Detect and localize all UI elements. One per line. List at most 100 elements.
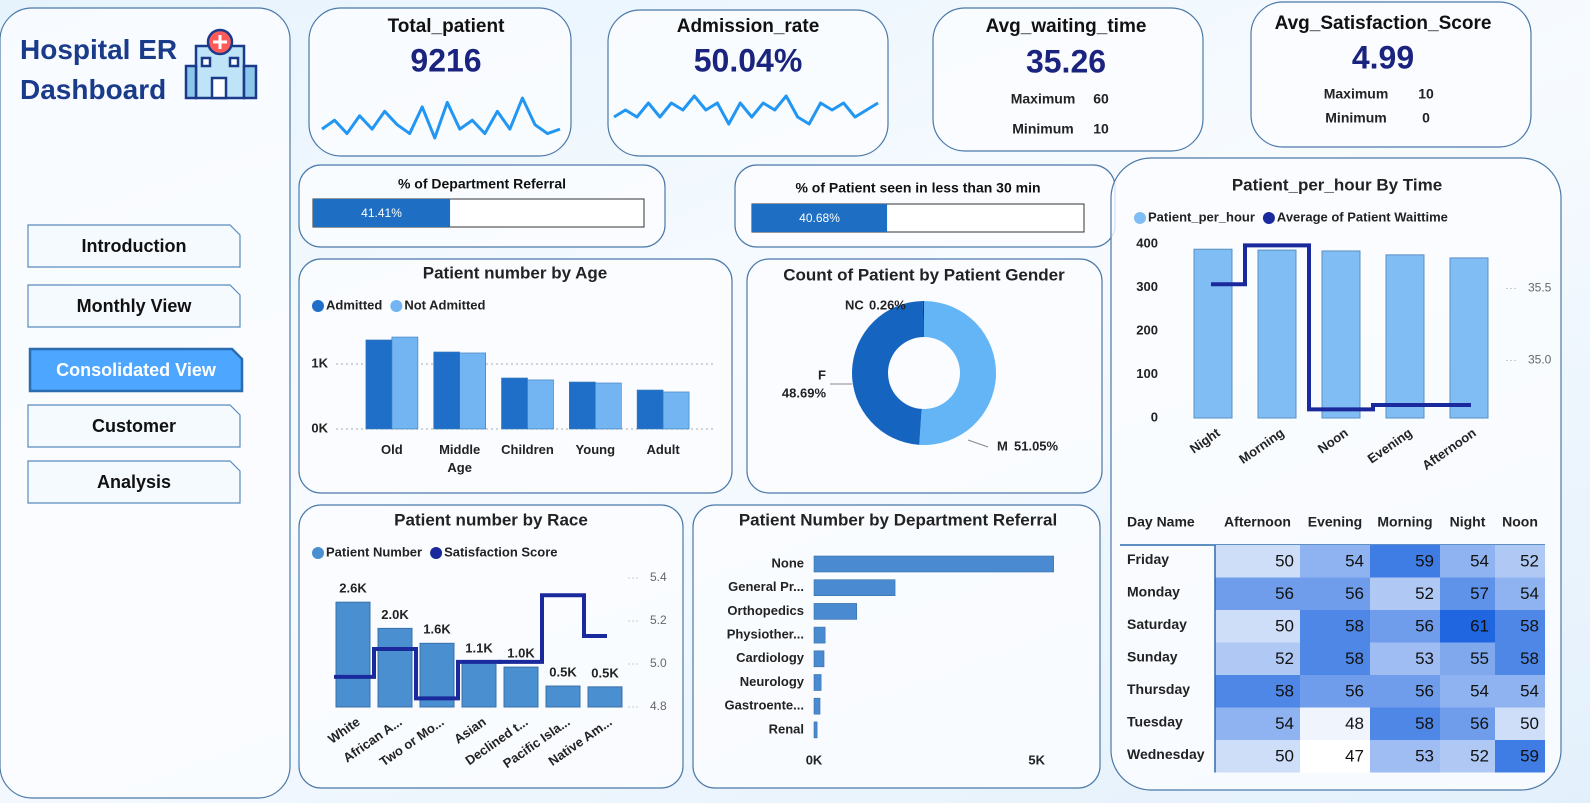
table-header: Noon [1502, 514, 1538, 530]
kpi-card [932, 7, 1204, 152]
x-tick-label: Old [381, 442, 403, 457]
row-label: Thursday [1127, 681, 1190, 697]
table-header: Day Name [1127, 514, 1195, 530]
heat-cell [1440, 707, 1495, 740]
nav-button[interactable]: Monthly View [27, 284, 241, 328]
progress-fill [313, 199, 451, 227]
heat-cell [1440, 610, 1495, 643]
heat-cell [1495, 577, 1545, 610]
bar [813, 721, 818, 739]
nav-label: Analysis [97, 472, 171, 492]
cell-value: 56 [1470, 714, 1489, 733]
heat-cell [1370, 740, 1440, 773]
kpi-stat-value: 10 [1418, 86, 1434, 102]
kpi-value: 9216 [410, 42, 481, 78]
heat-cell [1370, 577, 1440, 610]
heat-cell [1300, 740, 1370, 773]
kpi-title: Admission_rate [677, 16, 820, 37]
bar [1385, 254, 1425, 419]
cell-value: 52 [1470, 747, 1489, 766]
sparkline [613, 94, 879, 126]
heat-cell [1215, 642, 1300, 675]
heat-cell [1370, 610, 1440, 643]
panel [298, 504, 684, 789]
nav-button-shape [28, 347, 244, 393]
legend-label: Patient Number [326, 544, 422, 559]
y-tick-label: 0 [1151, 409, 1158, 424]
bar [813, 603, 858, 620]
nav-button[interactable]: Customer [27, 404, 241, 448]
row-label: Monday [1127, 583, 1180, 599]
nav-button[interactable]: Consolidated View [28, 347, 244, 393]
data-label: 1.1K [465, 640, 493, 655]
cell-value: 58 [1520, 649, 1539, 668]
kpi-value: 4.99 [1352, 39, 1414, 75]
y-tick-label: Cardiology [736, 650, 805, 665]
kpi-stat-label: Minimum [1325, 110, 1386, 126]
cell-value: 59 [1415, 552, 1434, 571]
table-header: Evening [1308, 514, 1362, 530]
nav-button[interactable]: Introduction [27, 224, 241, 268]
progress-fill [752, 204, 888, 232]
heat-cell [1495, 740, 1545, 773]
chart-title: % of Patient seen in less than 30 min [795, 180, 1040, 196]
bar [813, 674, 822, 691]
heat-cell [1440, 740, 1495, 773]
bar [813, 555, 1054, 573]
nav-label: Customer [92, 416, 176, 436]
donut-slice [922, 301, 924, 338]
dashboard-title: Hospital ER Dashboard [20, 34, 178, 105]
heat-cell [1370, 675, 1440, 708]
heat-cell [1440, 642, 1495, 675]
cell-value: 56 [1345, 584, 1364, 603]
heat-cell [1215, 675, 1300, 708]
heat-cell [1215, 545, 1300, 578]
title-box: Hospital ER Dashboard [20, 34, 178, 105]
bar [662, 391, 690, 430]
data-label: 0.5K [549, 664, 577, 679]
slice-category: F [818, 367, 826, 382]
heat-cell [1370, 642, 1440, 675]
row-label: Wednesday [1127, 746, 1205, 762]
hospital-icon [184, 28, 258, 100]
x-tick-label-box: Children [501, 442, 554, 457]
bar [1193, 248, 1233, 419]
cell-value: 55 [1470, 649, 1489, 668]
chart-title: Count of Patient by Patient Gender [783, 265, 1065, 284]
legend-marker [1134, 212, 1146, 224]
y-tick-label: 300 [1136, 279, 1158, 294]
cell-value: 58 [1345, 617, 1364, 636]
row-label: Friday [1127, 551, 1169, 567]
cell-value: 58 [1275, 682, 1294, 701]
y2-tick-label: 5.0 [650, 656, 667, 670]
legend-marker [430, 547, 443, 559]
x-tick-label: 0K [806, 752, 823, 767]
nav-button[interactable]: Analysis [27, 460, 241, 504]
chart-title: Patient Number by Department Referral [739, 510, 1057, 529]
chart-title: Patient number by Race [394, 510, 588, 529]
cell-value: 56 [1415, 617, 1434, 636]
kpi-stat-value: 10 [1093, 121, 1109, 137]
cell-value: 56 [1275, 584, 1294, 603]
table-header: Morning [1377, 514, 1432, 530]
legend-marker [312, 300, 324, 312]
data-label: 2.6K [339, 581, 367, 596]
nav-button-shape [27, 284, 241, 328]
cell-value: 54 [1520, 584, 1539, 603]
kpi-stat-label: Minimum [1012, 121, 1073, 137]
bar [1449, 257, 1489, 419]
heat-cell [1495, 642, 1545, 675]
bar [594, 382, 622, 430]
y-tick-label: 0K [311, 420, 328, 435]
heat-cell [1215, 577, 1300, 610]
y-tick-label: 1K [311, 355, 328, 370]
y2-tick-label: 4.8 [650, 699, 667, 713]
nav-label: Introduction [82, 236, 187, 256]
y-tick-label: 200 [1136, 322, 1158, 337]
y2-tick-label: 35.5 [1528, 281, 1552, 295]
legend-marker [1262, 212, 1275, 224]
table-header: Afternoon [1224, 514, 1291, 530]
heat-cell [1495, 610, 1545, 643]
row-label: Saturday [1127, 616, 1187, 632]
